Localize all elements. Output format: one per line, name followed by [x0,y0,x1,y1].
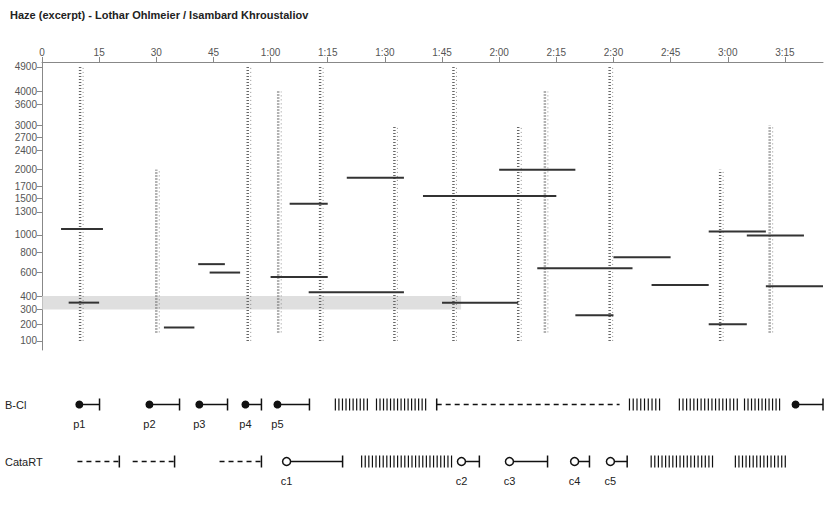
svg-text:p3: p3 [193,418,205,430]
svg-text:2:00: 2:00 [489,47,509,58]
svg-text:45: 45 [208,47,220,58]
svg-text:1500: 1500 [15,193,38,204]
svg-text:300: 300 [20,304,37,315]
svg-text:4900: 4900 [15,61,38,72]
svg-text:c4: c4 [569,475,581,487]
svg-text:Haze (excerpt) - Lothar Ohlmei: Haze (excerpt) - Lothar Ohlmeier / Isamb… [10,9,309,21]
svg-text:1:30: 1:30 [375,47,395,58]
svg-text:3600: 3600 [15,99,38,110]
svg-text:3:00: 3:00 [718,47,738,58]
svg-text:3000: 3000 [15,120,38,131]
svg-text:p2: p2 [143,418,155,430]
svg-text:400: 400 [20,291,37,302]
svg-text:1700: 1700 [15,181,38,192]
svg-text:1:00: 1:00 [261,47,281,58]
svg-text:1300: 1300 [15,206,38,217]
svg-text:1000: 1000 [15,229,38,240]
svg-text:100: 100 [20,335,37,346]
svg-text:p4: p4 [239,418,251,430]
svg-text:2400: 2400 [15,145,38,156]
svg-text:600: 600 [20,267,37,278]
svg-text:p5: p5 [271,418,283,430]
svg-text:c5: c5 [605,475,617,487]
svg-text:c1: c1 [281,475,293,487]
svg-text:200: 200 [20,319,37,330]
svg-text:2700: 2700 [15,132,38,143]
svg-text:4000: 4000 [15,86,38,97]
svg-text:2:15: 2:15 [547,47,567,58]
svg-text:B-Cl: B-Cl [5,399,26,411]
svg-text:CataRT: CataRT [5,456,43,468]
svg-text:30: 30 [151,47,163,58]
svg-text:c2: c2 [456,475,468,487]
svg-text:3:15: 3:15 [775,47,795,58]
svg-text:c3: c3 [504,475,516,487]
svg-text:1:45: 1:45 [432,47,452,58]
svg-text:0: 0 [39,47,45,58]
svg-text:15: 15 [94,47,106,58]
svg-text:800: 800 [20,247,37,258]
svg-text:p1: p1 [73,418,85,430]
svg-text:2000: 2000 [15,164,38,175]
svg-text:1:15: 1:15 [318,47,338,58]
svg-text:2:45: 2:45 [661,47,681,58]
svg-text:2:30: 2:30 [604,47,624,58]
